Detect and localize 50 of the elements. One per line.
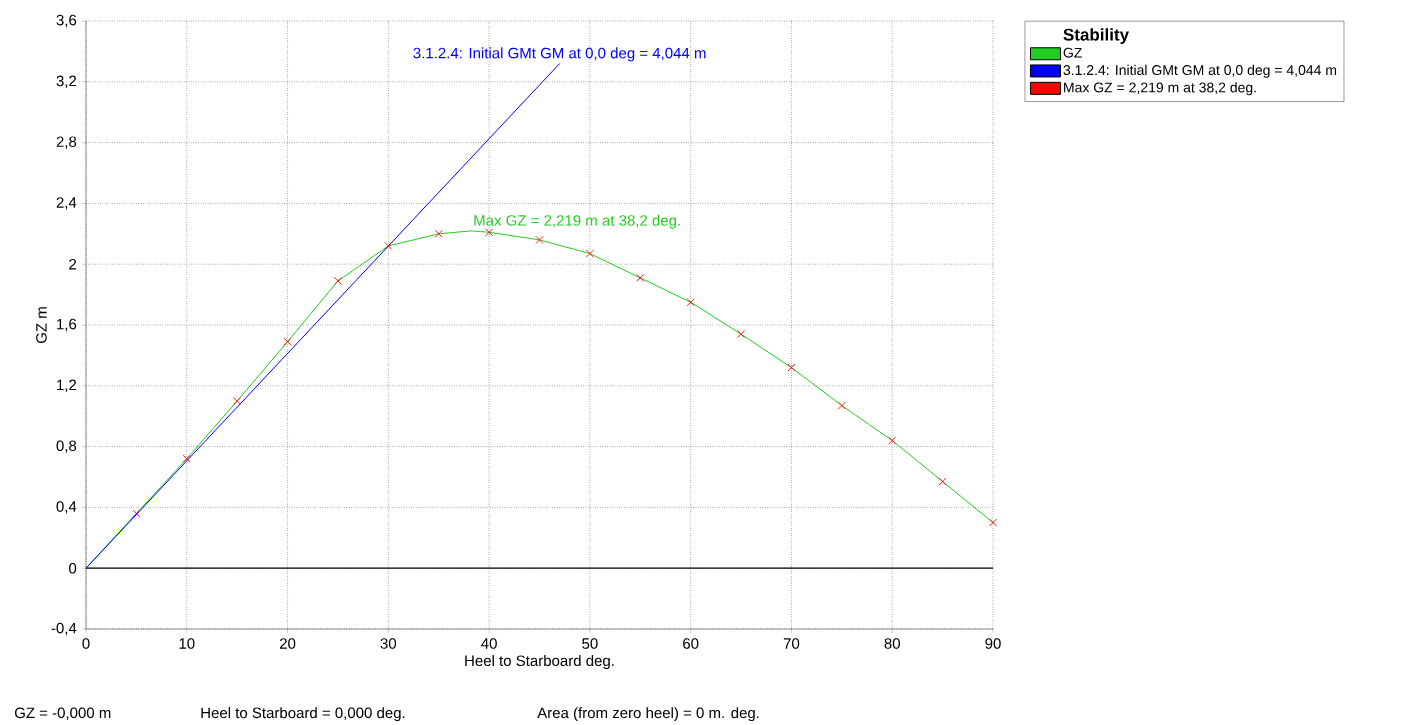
point	[333, 276, 342, 285]
y-tick-label: 2,8	[56, 136, 77, 149]
point	[787, 363, 796, 372]
point	[636, 273, 645, 282]
x-tick-label: 20	[279, 638, 296, 649]
text: GZ = -0,000 m	[14, 707, 111, 720]
y-tick-label: 2,4	[56, 197, 77, 210]
annotation: 3.1.2.4: Initial GMt GM at 0,0 deg = 4,044 m	[413, 47, 706, 62]
point	[132, 509, 141, 518]
point	[384, 241, 393, 250]
y-tick-label: 3,2	[56, 75, 77, 88]
text: Heel to Starboard = 0,000 deg.	[201, 707, 405, 722]
legend-title: Stability	[1063, 28, 1129, 45]
x-tick-label: 80	[884, 638, 900, 649]
point	[434, 229, 443, 238]
x-axis-title: Heel to Starboard deg.	[465, 655, 614, 669]
x-tick-label: 40	[481, 638, 497, 649]
x-tick-label: 10	[179, 638, 195, 649]
y-tick-label: 0,8	[56, 440, 77, 453]
y-tick-label: 2	[69, 258, 77, 270]
point	[182, 454, 191, 463]
annotation: Max GZ = 2,219 m at 38,2 deg.	[474, 214, 680, 229]
x-tick-label: 70	[783, 638, 800, 649]
x-tick-label: 30	[380, 638, 397, 649]
x-tick-label: 50	[582, 638, 598, 649]
legend-label: 3.1.2.4: Initial GMt GM at 0,0 deg = 4,044 m	[1063, 64, 1337, 78]
point	[938, 477, 947, 486]
x-tick-label: 60	[683, 638, 699, 649]
point	[585, 249, 594, 258]
y-tick-label: -0,4	[51, 622, 77, 636]
point	[686, 298, 695, 307]
point	[283, 337, 292, 346]
y-tick-label: 1,6	[57, 318, 77, 332]
y-tick-label: 0	[69, 562, 77, 574]
legend-label: Max GZ = 2,219 m at 38,2 deg.	[1064, 82, 1256, 96]
legend-label: GZ	[1063, 47, 1082, 58]
point	[233, 397, 242, 405]
y-axis-title: GZ m	[36, 307, 47, 343]
text: Area (from zero heel) = 0 m. deg.	[537, 707, 759, 722]
x-tick-label: 90	[985, 638, 1001, 649]
point	[888, 436, 897, 445]
y-tick-label: 1,2	[57, 379, 77, 392]
point	[989, 518, 997, 527]
y-tick-label: 0,4	[56, 501, 77, 514]
x-tick-label: 0	[82, 638, 90, 649]
point	[485, 228, 494, 237]
point	[737, 330, 746, 339]
y-tick-label: 3,6	[56, 14, 77, 28]
point	[837, 401, 846, 410]
point	[535, 235, 544, 244]
